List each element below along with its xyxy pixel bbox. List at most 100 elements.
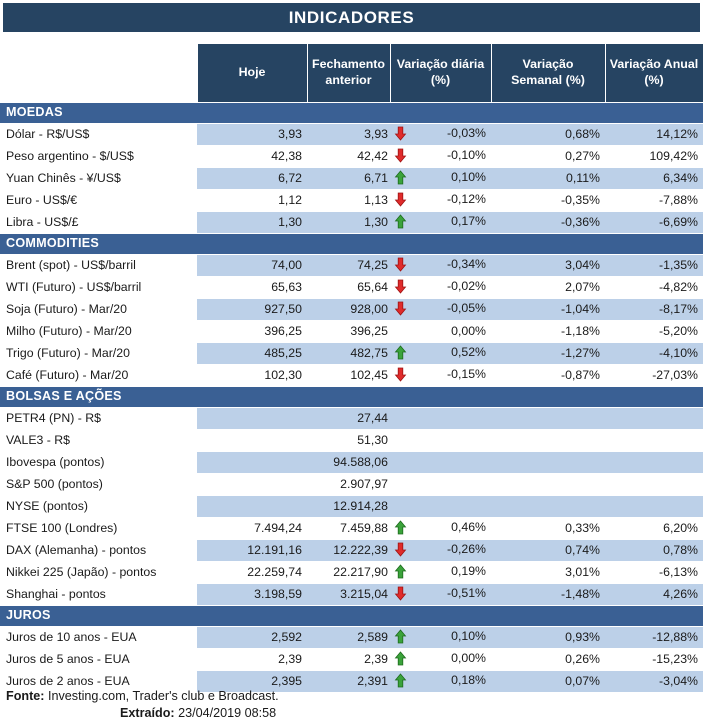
cell-hoje: 102,30 xyxy=(197,364,307,387)
cell-fechamento-anterior: 65,64 xyxy=(307,276,390,299)
cell-variacao-semanal: 0,11% xyxy=(491,167,605,190)
cell-fechamento-anterior: 102,45 xyxy=(307,364,390,387)
table-row[interactable]: Euro - US$/€ 1,12 1,13 -0,12% -0,35% -7,88% xyxy=(0,189,703,212)
table-row[interactable]: WTI (Futuro) - US$/barril 65,63 65,64 -0,02… xyxy=(0,276,703,299)
table-row[interactable]: Libra - US$/£ 1,30 1,30 0,17% -0,36% -6,69% xyxy=(0,211,703,234)
table-row[interactable]: DAX (Alemanha) - pontos 12.191,16 12.222,3… xyxy=(0,539,703,562)
cell-variacao-anual: 109,42% xyxy=(605,145,703,168)
cell-variacao-semanal: 0,93% xyxy=(491,626,605,649)
cell-variacao-diaria: 0,52% xyxy=(390,342,491,365)
cell-variacao-semanal: 0,74% xyxy=(491,539,605,562)
cell-hoje xyxy=(197,451,307,474)
table-row[interactable]: Yuan Chinês - ¥/US$ 6,72 6,71 0,10% 0,11% 6,3… xyxy=(0,167,703,190)
cell-hoje: 2,395 xyxy=(197,670,307,693)
cell-variacao-anual: -5,20% xyxy=(605,320,703,343)
header-variacao-diaria[interactable]: Variação diária (%) xyxy=(389,44,492,102)
row-label: Peso argentino - $/US$ xyxy=(0,145,197,168)
cell-hoje: 396,25 xyxy=(197,320,307,343)
table-row[interactable]: VALE3 - R$ 51,30 xyxy=(0,429,703,452)
table-row[interactable]: Peso argentino - $/US$ 42,38 42,42 -0,10% 0,… xyxy=(0,145,703,168)
cell-fechamento-anterior: 94.588,06 xyxy=(307,451,390,474)
cell-hoje xyxy=(197,429,307,452)
header-variacao-semanal[interactable]: Variação Semanal (%) xyxy=(490,44,606,102)
cell-variacao-diaria: 0,00% xyxy=(390,648,491,671)
row-label: Milho (Futuro) - Mar/20 xyxy=(0,320,197,343)
table-row[interactable]: Milho (Futuro) - Mar/20 396,25 396,25 0,00%… xyxy=(0,320,703,343)
footer-extracted-value: 23/04/2019 08:58 xyxy=(178,706,277,720)
header-variacao-anual[interactable]: Variação Anual (%) xyxy=(604,44,703,102)
cell-hoje: 485,25 xyxy=(197,342,307,365)
cell-variacao-semanal: -1,04% xyxy=(491,298,605,321)
header-hoje[interactable]: Hoje xyxy=(196,44,308,102)
row-label: VALE3 - R$ xyxy=(0,429,197,452)
variacao-diaria-value: 0,10% xyxy=(451,169,486,184)
footer: Fonte: Investing.com, Trader's club e Br… xyxy=(0,688,703,722)
cell-variacao-semanal: 0,27% xyxy=(491,145,605,168)
cell-variacao-diaria: 0,46% xyxy=(390,517,491,540)
cell-fechamento-anterior: 12.222,39 xyxy=(307,539,390,562)
table-row[interactable]: Trigo (Futuro) - Mar/20 485,25 482,75 0,52%… xyxy=(0,342,703,365)
trend-up-icon xyxy=(394,345,407,360)
cell-variacao-semanal: -1,18% xyxy=(491,320,605,343)
cell-variacao-diaria: 0,19% xyxy=(390,561,491,584)
cell-variacao-anual: -6,69% xyxy=(605,211,703,234)
row-label: Shanghai - pontos xyxy=(0,583,197,606)
cell-variacao-diaria: -0,34% xyxy=(390,254,491,277)
variacao-diaria-value: -0,02% xyxy=(447,278,486,293)
trend-down-icon xyxy=(394,367,407,382)
cell-hoje: 1,12 xyxy=(197,189,307,212)
trend-down-icon xyxy=(394,148,407,163)
variacao-diaria-value: -0,12% xyxy=(447,191,486,206)
section-label: JUROS xyxy=(0,604,703,627)
cell-variacao-diaria: -0,51% xyxy=(390,583,491,606)
row-label: Dólar - R$/US$ xyxy=(0,123,197,146)
cell-variacao-anual: -7,88% xyxy=(605,189,703,212)
cell-variacao-diaria: 0,00% xyxy=(390,320,491,343)
cell-variacao-diaria: -0,05% xyxy=(390,298,491,321)
row-label: WTI (Futuro) - US$/barril xyxy=(0,276,197,299)
cell-variacao-semanal: 0,68% xyxy=(491,123,605,146)
trend-up-icon xyxy=(394,629,407,644)
trend-down-icon xyxy=(394,542,407,557)
table-row[interactable]: Nikkei 225 (Japão) - pontos 22.259,74 22.2… xyxy=(0,561,703,584)
trend-down-icon xyxy=(394,192,407,207)
footer-extracted-label: Extraído: xyxy=(120,706,175,720)
table-row[interactable]: NYSE (pontos) 12.914,28 xyxy=(0,495,703,518)
table-row[interactable]: Shanghai - pontos 3.198,59 3.215,04 -0,51% -… xyxy=(0,583,703,606)
section-header-row: COMMODITIES xyxy=(0,232,703,255)
cell-hoje xyxy=(197,473,307,496)
table-row[interactable]: Brent (spot) - US$/barril 74,00 74,25 -0,34… xyxy=(0,254,703,277)
cell-variacao-anual xyxy=(605,407,703,430)
section-header-row: JUROS xyxy=(0,604,703,627)
table-row[interactable]: Dólar - R$/US$ 3,93 3,93 -0,03% 0,68% 14,12% xyxy=(0,123,703,146)
row-label: DAX (Alemanha) - pontos xyxy=(0,539,197,562)
table-row[interactable]: Soja (Futuro) - Mar/20 927,50 928,00 -0,05%… xyxy=(0,298,703,321)
table-row[interactable]: PETR4 (PN) - R$ 27,44 xyxy=(0,407,703,430)
trend-up-icon xyxy=(394,673,407,688)
header-fechamento-anterior[interactable]: Fechamento anterior xyxy=(306,44,390,102)
table-row[interactable]: Café (Futuro) - Mar/20 102,30 102,45 -0,15%… xyxy=(0,364,703,387)
cell-hoje: 3,93 xyxy=(197,123,307,146)
table-row[interactable]: Juros de 2 anos - EUA 2,395 2,391 0,18% 0,07… xyxy=(0,670,703,693)
trend-down-icon xyxy=(394,586,407,601)
cell-variacao-semanal: -0,36% xyxy=(491,211,605,234)
cell-variacao-semanal: -1,48% xyxy=(491,583,605,606)
cell-fechamento-anterior: 12.914,28 xyxy=(307,495,390,518)
cell-variacao-diaria xyxy=(390,495,491,518)
cell-variacao-anual xyxy=(605,495,703,518)
cell-hoje: 12.191,16 xyxy=(197,539,307,562)
cell-hoje xyxy=(197,407,307,430)
table-row[interactable]: S&P 500 (pontos) 2.907,97 xyxy=(0,473,703,496)
cell-fechamento-anterior: 51,30 xyxy=(307,429,390,452)
row-label: Soja (Futuro) - Mar/20 xyxy=(0,298,197,321)
table-row[interactable]: Ibovespa (pontos) 94.588,06 xyxy=(0,451,703,474)
table-row[interactable]: Juros de 5 anos - EUA 2,39 2,39 0,00% 0,26% -… xyxy=(0,648,703,671)
table-row[interactable]: Juros de 10 anos - EUA 2,592 2,589 0,10% 0,9… xyxy=(0,626,703,649)
cell-hoje: 3.198,59 xyxy=(197,583,307,606)
row-label: Juros de 5 anos - EUA xyxy=(0,648,197,671)
cell-fechamento-anterior: 482,75 xyxy=(307,342,390,365)
page-title: INDICADORES xyxy=(3,3,700,32)
cell-fechamento-anterior: 396,25 xyxy=(307,320,390,343)
cell-variacao-anual: -8,17% xyxy=(605,298,703,321)
table-row[interactable]: FTSE 100 (Londres) 7.494,24 7.459,88 0,46% 0… xyxy=(0,517,703,540)
